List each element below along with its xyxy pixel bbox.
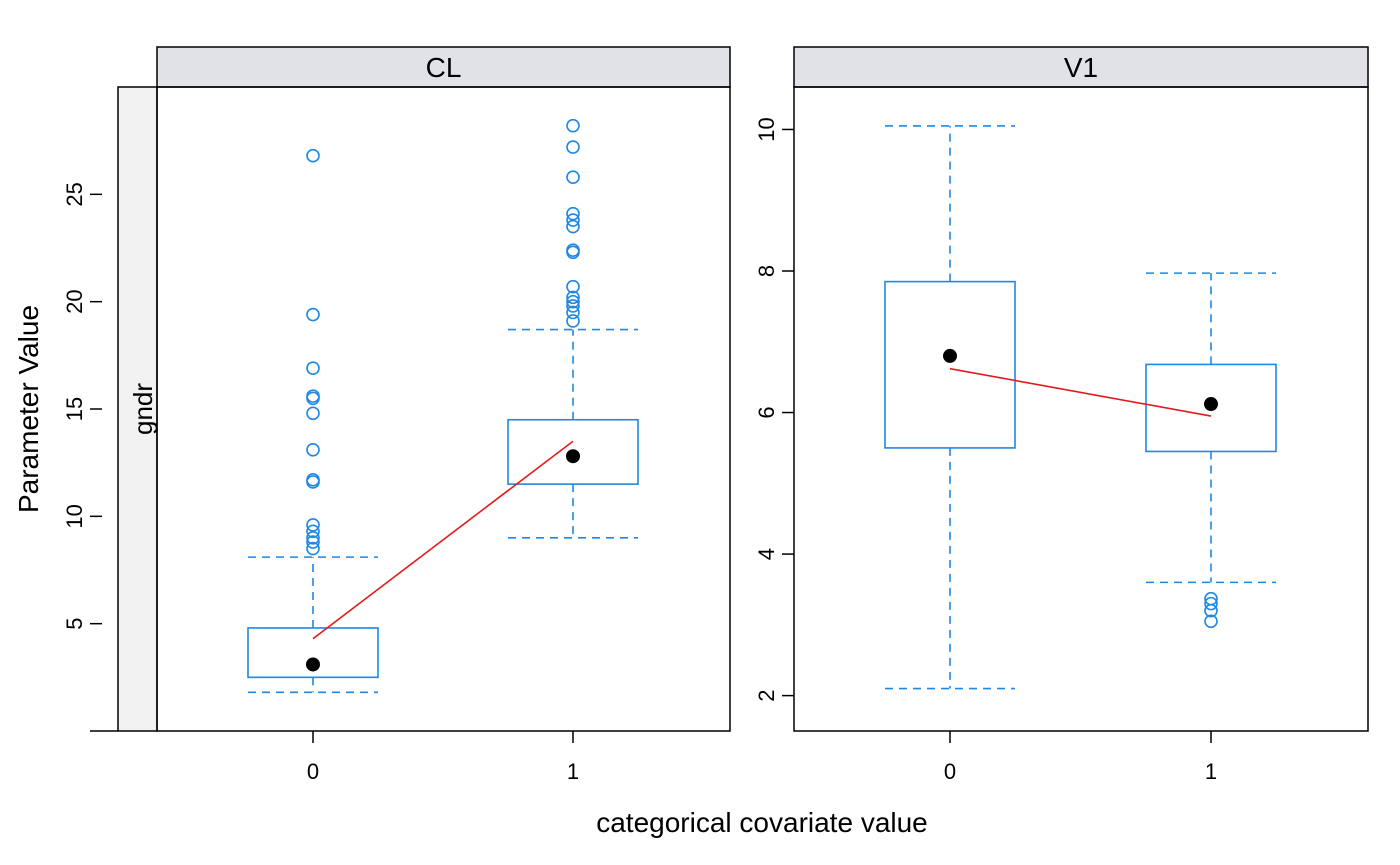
y-tick-label: 10 [754, 117, 779, 141]
outlier-point [566, 118, 580, 133]
outlier-point [306, 361, 320, 376]
median-point [306, 657, 320, 672]
outlier-point [566, 305, 580, 320]
outlier-point [306, 406, 320, 421]
panel-v1: V1 2 4 6 8 10 0 1 [754, 46, 1369, 784]
y-tick-label: 15 [62, 397, 87, 421]
iqr-box [507, 418, 639, 485]
chart-marks: gndr CL 5 10 15 20 25 0 1 V1 2 4 6 8 10 0 1 [62, 46, 1369, 784]
y-tick-label: 8 [754, 265, 779, 277]
outlier-point [566, 243, 580, 257]
outlier-point [566, 299, 580, 313]
panel-frame [156, 86, 731, 732]
iqr-box [1145, 363, 1277, 453]
x-tick-label: 0 [944, 759, 956, 784]
outlier-point [566, 219, 580, 234]
outlier-point [306, 389, 320, 403]
outlier-point [306, 535, 320, 549]
box-cl-1 [507, 118, 639, 539]
box-v1-1 [1145, 272, 1277, 629]
outlier-point [306, 307, 320, 322]
strip-title: V1 [1064, 52, 1098, 83]
outlier-point [566, 206, 580, 221]
outlier-point [566, 279, 580, 294]
median-point [943, 348, 957, 363]
outlier-point [306, 148, 320, 163]
outlier-point [1204, 591, 1218, 606]
y-tick-label: 10 [62, 504, 87, 528]
x-tick-label: 1 [567, 759, 579, 784]
y-tick-label: 5 [62, 618, 87, 630]
median-point [566, 449, 580, 464]
y-tick-label: 25 [62, 182, 87, 206]
median-point [1204, 397, 1218, 412]
mean-trend-line [312, 440, 574, 640]
outlier-point [306, 524, 320, 539]
outlier-point [306, 530, 320, 545]
left-strip [117, 86, 158, 732]
panel-cl: CL 5 10 15 20 25 0 1 [62, 46, 731, 784]
box-v1-0 [884, 125, 1016, 690]
strip-header [156, 46, 731, 88]
x-axis-title: categorical covariate value [596, 807, 928, 838]
y-tick-label: 4 [754, 548, 779, 560]
panel-frame [793, 86, 1369, 732]
outlier-point [306, 541, 320, 556]
outlier-point [566, 140, 580, 154]
outlier-point [1204, 614, 1218, 629]
outlier-point [566, 213, 580, 227]
box-cl-0 [247, 148, 379, 694]
outlier-point [566, 294, 580, 309]
iqr-box [884, 280, 1016, 449]
mean-trend-line [949, 367, 1212, 417]
y-tick-label: 2 [754, 689, 779, 701]
outlier-point [566, 290, 580, 305]
x-tick-label: 1 [1205, 759, 1217, 784]
y-tick-label: 20 [62, 289, 87, 313]
outlier-point [566, 170, 580, 184]
y-tick-label: 6 [754, 406, 779, 418]
outlier-point [1204, 596, 1218, 611]
strip-header [793, 46, 1369, 88]
outlier-point [306, 473, 320, 487]
outlier-point [566, 314, 580, 328]
y-axis-title: Parameter Value [13, 305, 44, 513]
strip-title: CL [426, 52, 462, 83]
iqr-box [247, 627, 379, 679]
x-tick-label: 0 [307, 759, 319, 784]
left-strip-label: gndr [128, 383, 158, 435]
outlier-point [306, 518, 320, 532]
outlier-point [306, 442, 320, 457]
